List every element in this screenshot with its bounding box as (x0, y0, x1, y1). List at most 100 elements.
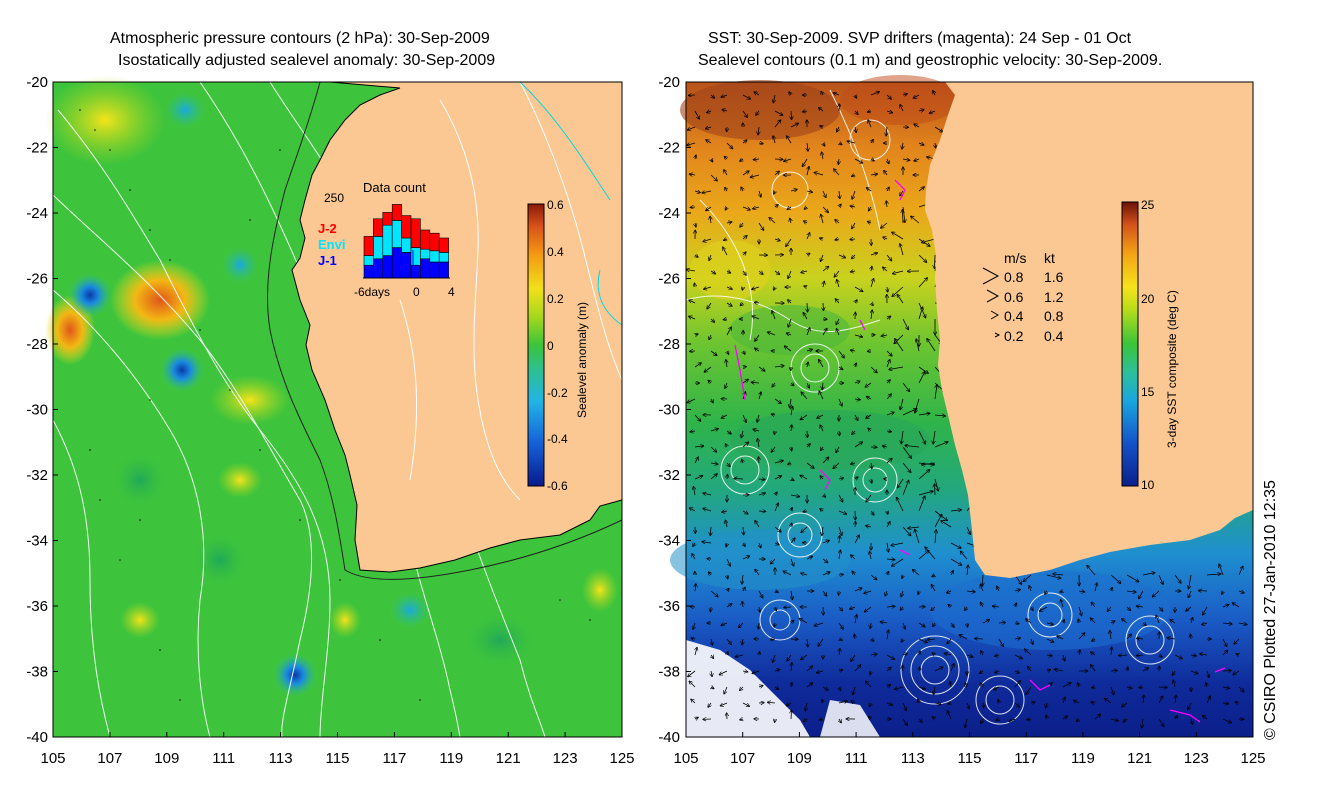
velocity-arrow (774, 270, 779, 274)
velocity-arrow (807, 638, 808, 647)
velocity-arrow (690, 431, 696, 432)
sst-green-patch (730, 305, 850, 355)
velocity-arrow (905, 445, 920, 447)
velocity-arrow (740, 159, 743, 161)
velocity-arrow (934, 667, 943, 672)
sst-colorbar: 25 20 15 10 3-day SST composite (deg C) (1121, 198, 1179, 492)
velocity-arrow (804, 286, 807, 287)
velocity-arrow (1063, 654, 1065, 661)
velocity-arrow (997, 586, 999, 592)
velocity-arrow (1137, 606, 1144, 607)
velocity-arrow (801, 654, 808, 660)
velocity-arrow (855, 111, 858, 114)
velocity-arrow (850, 206, 856, 207)
velocity-arrow (965, 718, 967, 727)
velocity-arrow (759, 652, 760, 655)
australia-land-right (925, 82, 1253, 578)
lat-tick-label: -30 (658, 402, 680, 419)
velocity-arrow (886, 654, 894, 659)
velocity-arrow (836, 318, 839, 324)
velocity-arrow (887, 286, 888, 292)
velocity-arrow (1025, 649, 1032, 656)
velocity-arrow (711, 398, 713, 403)
velocity-arrow (870, 670, 871, 675)
velocity-arrow (743, 587, 745, 591)
velocity-arrow (1188, 702, 1192, 709)
velocity-arrow (925, 547, 936, 560)
velocity-arrow (950, 542, 961, 548)
velocity-arrow (838, 478, 843, 479)
legend-j1: J-1 (318, 253, 337, 268)
velocity-arrow (918, 413, 930, 415)
velocity-arrow (690, 174, 696, 175)
velocity-arrow (694, 110, 699, 119)
velocity-arrow (838, 398, 842, 406)
velocity-legend-ms: 0.6 (1004, 289, 1024, 305)
velocity-legend-kt: 1.2 (1044, 289, 1064, 305)
lat-tick-label: -40 (26, 729, 48, 746)
velocity-arrow (1087, 566, 1096, 576)
velocity-arrow (1110, 670, 1117, 671)
velocity-arrow (688, 126, 696, 130)
velocity-arrow (902, 210, 903, 224)
velocity-arrow (786, 703, 792, 706)
inset-bar-j1 (429, 261, 440, 279)
velocity-arrow (1062, 716, 1067, 719)
velocity-arrow (1238, 686, 1244, 692)
velocity-arrow (702, 191, 712, 193)
velocity-arrow (790, 495, 799, 497)
velocity-arrow (918, 366, 928, 373)
velocity-arrow (918, 687, 925, 689)
velocity-arrow (754, 92, 760, 95)
velocity-arrow (753, 207, 760, 209)
left-title-line2: Isostatically adjusted sealevel anomaly:… (118, 52, 496, 69)
cyan-contour (519, 81, 611, 201)
velocity-arrow (769, 218, 776, 224)
velocity-arrow (886, 559, 895, 560)
inset-bar-j1 (382, 255, 393, 279)
velocity-arrow (1026, 619, 1032, 624)
velocity-arrow (721, 95, 728, 97)
velocity-arrow (695, 155, 696, 160)
lat-tick-label: -30 (26, 402, 48, 419)
velocity-arrow (710, 271, 715, 274)
velocity-arrow (820, 719, 823, 720)
velocity-arrow (933, 91, 935, 96)
velocity-arrow (1127, 607, 1130, 610)
data-count-inset: Data count 250 J-2 Envi J-1 -6days 0 4 (318, 180, 455, 299)
velocity-arrow (773, 654, 775, 662)
velocity-arrow (806, 191, 812, 192)
velocity-arrow (886, 606, 895, 607)
velocity-arrow (998, 700, 999, 703)
drifter-tracks (734, 179, 1226, 723)
velocity-arrow (691, 638, 696, 639)
velocity-arrow (722, 511, 728, 512)
velocity-arrow (787, 654, 792, 661)
velocity-arrow (902, 481, 909, 496)
sla-tick: 0.6 (547, 198, 564, 212)
sla-tick: 0.2 (547, 292, 564, 306)
velocity-arrow (694, 457, 698, 464)
velocity-arrow (686, 269, 696, 271)
velocity-arrow (803, 158, 808, 166)
velocity-arrow (1053, 574, 1064, 575)
velocity-arrow (726, 604, 732, 607)
velocity-arrow (801, 271, 808, 273)
velocity-arrow (702, 542, 712, 543)
velocity-arrow (1158, 696, 1163, 704)
velocity-arrow (1091, 665, 1096, 672)
velocity-arrow (754, 159, 760, 160)
velocity-arrow (743, 270, 746, 275)
velocity-arrow (850, 607, 856, 609)
inset-ymax-label: 250 (324, 191, 344, 205)
velocity-arrow (787, 136, 792, 144)
velocity-arrow (709, 572, 711, 575)
velocity-arrow (752, 671, 760, 673)
velocity-arrow (726, 222, 732, 223)
sla-high-sw (120, 602, 160, 638)
velocity-arrow (847, 141, 856, 143)
velocity-arrow (822, 526, 823, 535)
sla-high-s2 (329, 602, 361, 638)
lon-tick-label: 111 (845, 750, 868, 767)
velocity-arrow (751, 382, 760, 383)
